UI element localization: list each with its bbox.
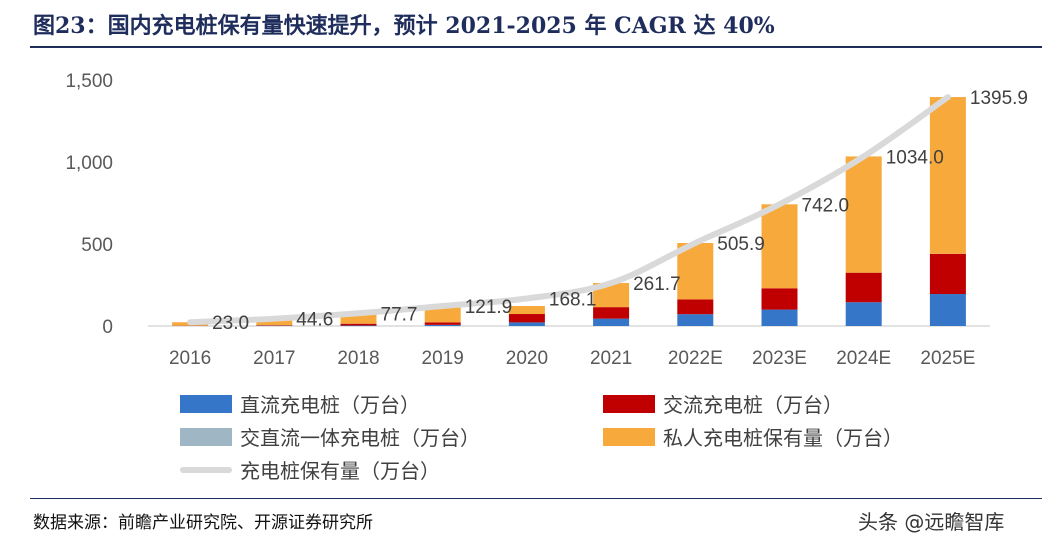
bar-segment (508, 322, 545, 326)
labels-layer: 23.0 44.6 77.7 121.9 168.1 261.7 505.9 742.0 103… (212, 88, 1028, 334)
bar-segment (677, 299, 714, 315)
axis-layer: 0 500 1,000 1,500 2016 2017 2018 2019 2020 2021 20… (65, 71, 990, 369)
bar-segment (593, 307, 630, 319)
bar-segment (424, 324, 461, 326)
legend-item-ac: 交流充电桩（万台） (603, 389, 843, 418)
x-tick-label: 2017 (253, 348, 295, 369)
legend-label-acdc: 交直流一体充电桩（万台） (240, 426, 480, 450)
x-tick-label: 2020 (506, 348, 548, 369)
legend-item-private: 私人充电桩保有量（万台） (603, 422, 903, 451)
bar-segment (761, 288, 798, 310)
x-tick-label: 2025E (920, 348, 975, 369)
data-label: 742.0 (802, 195, 850, 216)
legend-label-total: 充电桩保有量（万台） (240, 459, 440, 483)
data-label: 505.9 (717, 234, 765, 255)
legend-item-total: 充电桩保有量（万台） (180, 455, 440, 484)
data-label: 121.9 (465, 297, 513, 318)
legend-item-dc: 直流充电桩（万台） (180, 389, 420, 418)
data-label: 168.1 (549, 289, 597, 310)
legend-swatch-ac (603, 394, 655, 413)
total-line (187, 94, 951, 326)
bar-segment (929, 294, 966, 326)
bar-segment (677, 243, 714, 300)
line-layer (187, 94, 951, 326)
bar-segment (677, 314, 714, 326)
bar-segment (845, 156, 882, 273)
bar-segment (845, 302, 882, 326)
bar-segment (340, 323, 377, 326)
bar-segment (424, 322, 461, 325)
bar-segment (508, 305, 545, 315)
x-tick-label: 2022E (668, 348, 723, 369)
x-tick-label: 2021 (590, 348, 632, 369)
legend-swatch-private (603, 427, 655, 446)
legend-item-acdc: 交直流一体充电桩（万台） (180, 422, 480, 451)
bar-segment (761, 309, 798, 326)
legend-swatch-total (180, 466, 232, 473)
legend-label-dc: 直流充电桩（万台） (240, 393, 420, 417)
chart-canvas: 0 500 1,000 1,500 2016 2017 2018 2019 2020 2021 20… (65, 71, 1028, 369)
bar-segment (929, 253, 966, 295)
data-label: 23.0 (212, 313, 249, 334)
bar-segment (340, 313, 377, 324)
legend-swatch-dc (180, 394, 232, 413)
x-tick-label: 2016 (169, 348, 211, 369)
legend-swatch-acdc (180, 427, 232, 446)
source-note: 数据来源：前瞻产业研究院、开源证券研究所 (33, 513, 373, 533)
data-label: 261.7 (633, 274, 681, 295)
x-tick-label: 2023E (752, 348, 807, 369)
bar-segment (929, 97, 966, 254)
bar-segment (761, 204, 798, 289)
title-divider (30, 46, 1042, 48)
x-tick-label: 2024E (836, 348, 891, 369)
bar-segment (424, 305, 461, 323)
y-tick-label: 1,500 (65, 71, 113, 92)
data-label: 1395.9 (970, 88, 1028, 109)
bar-segment (593, 318, 630, 326)
x-tick-label: 2018 (337, 348, 379, 369)
y-tick-label: 0 (102, 317, 113, 338)
legend-label-private: 私人充电桩保有量（万台） (663, 426, 903, 450)
bar-segment (256, 318, 293, 326)
bar-segment (845, 272, 882, 303)
data-label: 77.7 (381, 304, 418, 325)
footer-divider (30, 498, 1042, 499)
x-tick-label: 2019 (422, 348, 464, 369)
chart-title: 图23：国内充电桩保有量快速提升，预计 2021-2025 年 CAGR 达 4… (33, 13, 775, 39)
y-tick-label: 1,000 (65, 153, 113, 174)
bar-segment (508, 314, 545, 323)
y-tick-label: 500 (81, 235, 113, 256)
legend-label-ac: 交流充电桩（万台） (663, 393, 843, 417)
data-label: 44.6 (296, 310, 333, 331)
data-label: 1034.0 (886, 147, 944, 168)
watermark: 头条 @远瞻智库 (858, 510, 1005, 534)
bars-layer (172, 97, 966, 326)
